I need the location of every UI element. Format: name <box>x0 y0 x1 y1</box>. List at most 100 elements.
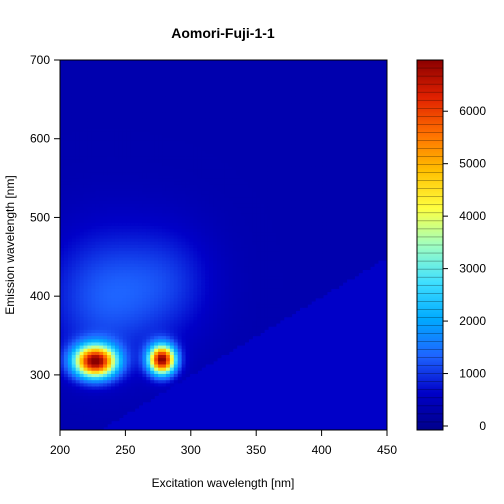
heatmap-cell <box>220 203 226 208</box>
heatmap-cell <box>130 392 136 396</box>
heatmap-cell <box>63 278 69 283</box>
heatmap-cell <box>138 316 143 321</box>
heatmap-cell <box>75 304 81 308</box>
heatmap-cell <box>118 370 124 374</box>
heatmap-cell <box>154 178 159 182</box>
heatmap-cell <box>60 363 65 368</box>
heatmap-cell <box>189 149 195 154</box>
heatmap-cell <box>197 165 202 170</box>
heatmap-cell <box>103 269 108 274</box>
heatmap-cell <box>134 149 140 154</box>
heatmap-cell <box>236 86 242 91</box>
heatmap-cell <box>213 102 218 107</box>
heatmap-cell <box>150 121 155 126</box>
heatmap-cell <box>169 143 175 148</box>
heatmap-cell <box>162 193 167 198</box>
heatmap-cell <box>95 307 100 311</box>
heatmap-cell <box>154 60 159 63</box>
heatmap-cell <box>107 184 112 189</box>
heatmap-cell <box>209 310 214 315</box>
heatmap-cell <box>60 80 65 85</box>
heatmap-cell <box>67 420 73 425</box>
heatmap-cell <box>99 89 104 94</box>
heatmap-cell <box>99 178 104 182</box>
heatmap-cell <box>189 282 195 286</box>
heatmap-cell <box>173 93 179 97</box>
heatmap-cell <box>154 367 159 371</box>
heatmap-cell <box>162 102 167 107</box>
heatmap-cell <box>201 237 206 242</box>
heatmap-cell <box>83 379 89 384</box>
heatmap-cell <box>146 86 151 91</box>
heatmap-cell <box>63 411 69 415</box>
heatmap-cell <box>79 137 85 141</box>
heatmap-cell <box>63 288 69 293</box>
heatmap-cell <box>146 322 151 327</box>
heatmap-cell <box>162 115 167 119</box>
heatmap-cell <box>83 285 89 289</box>
heatmap-cell <box>232 266 238 271</box>
heatmap-cell <box>79 168 85 173</box>
heatmap-cell <box>181 322 187 327</box>
heatmap-cell <box>99 275 104 280</box>
heatmap-cell <box>107 168 112 173</box>
heatmap-cell <box>91 392 96 396</box>
heatmap-cell <box>146 165 151 170</box>
heatmap-cell <box>224 184 230 189</box>
heatmap-cell <box>138 300 143 305</box>
heatmap-cell <box>130 111 136 116</box>
heatmap-cell <box>107 373 112 378</box>
heatmap-cell <box>162 111 167 116</box>
heatmap-cell <box>146 89 151 94</box>
heatmap-cell <box>224 203 230 208</box>
heatmap-cell <box>87 190 92 195</box>
heatmap-cell <box>189 363 195 368</box>
heatmap-cell <box>83 319 89 324</box>
heatmap-cell <box>189 341 195 346</box>
heatmap-cell <box>130 285 136 289</box>
heatmap-cell <box>103 80 108 85</box>
heatmap-cell <box>142 215 147 220</box>
heatmap-cell <box>71 171 77 176</box>
heatmap-cell <box>75 313 81 318</box>
heatmap-cell <box>236 159 242 163</box>
heatmap-cell <box>201 234 206 239</box>
heatmap-cell <box>185 373 191 378</box>
heatmap-cell <box>103 159 108 163</box>
heatmap-cell <box>126 360 132 365</box>
heatmap-cell <box>95 77 100 82</box>
heatmap-cell <box>91 93 96 97</box>
heatmap-cell <box>165 341 171 346</box>
heatmap-cell <box>181 215 187 220</box>
heatmap-cell <box>63 407 69 412</box>
heatmap-cell <box>193 196 198 201</box>
heatmap-cell <box>142 304 147 308</box>
heatmap-cell <box>232 338 238 343</box>
heatmap-cell <box>177 102 183 107</box>
heatmap-cell <box>146 326 151 330</box>
heatmap-cell <box>142 64 147 69</box>
heatmap-cell <box>205 244 210 248</box>
heatmap-cell <box>169 263 175 267</box>
heatmap-cell <box>107 165 112 170</box>
heatmap-cell <box>60 385 65 390</box>
heatmap-cell <box>63 231 69 236</box>
heatmap-cell <box>79 225 85 230</box>
heatmap-cell <box>205 118 210 123</box>
heatmap-cell <box>209 225 214 230</box>
heatmap-cell <box>209 244 214 248</box>
heatmap-cell <box>75 344 81 349</box>
heatmap-cell <box>177 259 183 264</box>
heatmap-cell <box>224 108 230 113</box>
heatmap-cell <box>63 80 69 85</box>
heatmap-cell <box>83 404 89 409</box>
heatmap-cell <box>165 156 171 160</box>
heatmap-cell <box>118 310 124 315</box>
heatmap-cell <box>99 212 104 217</box>
heatmap-cell <box>63 367 69 371</box>
heatmap-cell <box>60 237 65 242</box>
heatmap-cell <box>220 247 226 252</box>
heatmap-cell <box>87 156 92 160</box>
heatmap-cell <box>67 193 73 198</box>
heatmap-cell <box>201 310 206 315</box>
